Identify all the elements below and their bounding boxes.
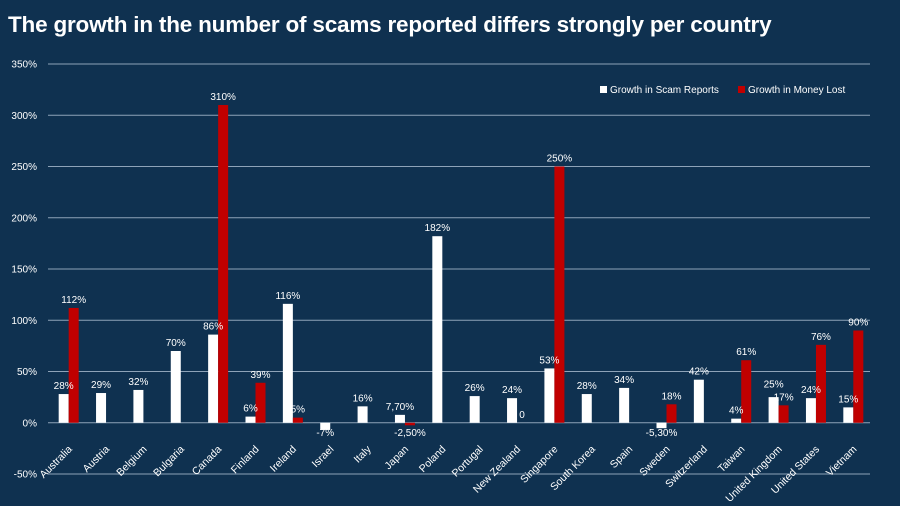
data-label: 90% xyxy=(848,318,868,329)
x-tick-label: Italy xyxy=(352,443,375,466)
data-label: -5,30% xyxy=(646,428,678,439)
y-tick-label: 250% xyxy=(11,162,37,173)
x-tick-label: Poland xyxy=(417,443,449,475)
data-label: 61% xyxy=(736,347,756,358)
y-tick-label: 350% xyxy=(11,60,37,71)
data-label: 86% xyxy=(203,322,223,333)
x-tick-label: Belgium xyxy=(114,443,149,478)
data-label: -7% xyxy=(316,428,334,439)
data-label: 17% xyxy=(774,392,794,403)
x-tick-label: Canada xyxy=(190,443,225,478)
y-tick-label: 0% xyxy=(23,418,38,429)
bar-scam-reports xyxy=(320,422,331,430)
data-label: 5% xyxy=(291,405,306,416)
bar-scam-reports xyxy=(58,394,69,423)
y-tick-label: 300% xyxy=(11,111,37,122)
bar-scam-reports xyxy=(394,414,405,423)
bar-money-lost xyxy=(741,360,752,423)
data-label: 29% xyxy=(91,380,111,391)
legend-swatch xyxy=(738,86,745,93)
y-tick-label: 50% xyxy=(17,367,37,378)
legend-swatch xyxy=(600,86,607,93)
data-label: 16% xyxy=(353,393,373,404)
x-tick-label: Spain xyxy=(608,443,636,471)
data-label: 24% xyxy=(801,385,821,396)
data-label: 70% xyxy=(166,338,186,349)
data-label: 7,70% xyxy=(386,402,414,413)
data-label: 250% xyxy=(547,154,573,165)
y-tick-label: -50% xyxy=(14,470,37,481)
x-tick-label: Australia xyxy=(37,443,74,480)
bar-money-lost xyxy=(255,382,266,423)
x-tick-label: Sweden xyxy=(637,443,672,478)
x-tick-label: Austria xyxy=(81,443,113,475)
bar-scam-reports xyxy=(619,387,630,423)
bar-scam-reports xyxy=(469,396,480,423)
data-label: 116% xyxy=(275,291,300,302)
bar-scam-reports xyxy=(133,389,144,423)
x-tick-label: Ireland xyxy=(268,443,299,474)
data-label: -2,50% xyxy=(394,428,426,439)
y-tick-label: 200% xyxy=(11,213,37,224)
legend-label: Growth in Scam Reports xyxy=(610,85,719,96)
data-label: 182% xyxy=(425,223,451,234)
data-label: 15% xyxy=(838,394,858,405)
bar-scam-reports xyxy=(96,393,107,423)
x-tick-label: Finland xyxy=(229,443,262,476)
bar-scam-reports xyxy=(432,236,443,423)
data-label: 39% xyxy=(250,370,270,381)
data-label: 28% xyxy=(577,381,597,392)
x-tick-label: Taiwan xyxy=(716,443,748,475)
bar-scam-reports xyxy=(768,397,779,423)
bar-money-lost xyxy=(404,422,415,426)
bar-scam-reports xyxy=(581,394,592,423)
y-tick-label: 150% xyxy=(11,265,37,276)
data-label: 42% xyxy=(689,367,709,378)
bar-money-lost xyxy=(666,404,677,423)
data-label: 18% xyxy=(661,391,681,402)
data-label: 25% xyxy=(764,379,784,390)
bar-scam-reports xyxy=(544,368,555,423)
x-tick-label: Japan xyxy=(382,443,411,472)
data-label: 76% xyxy=(811,332,831,343)
bar-scam-reports xyxy=(245,416,256,423)
bar-scam-reports xyxy=(805,398,816,423)
y-tick-label: 100% xyxy=(11,316,37,327)
data-label: 4% xyxy=(729,406,744,417)
bar-money-lost xyxy=(778,405,789,423)
bar-scam-reports xyxy=(208,334,219,423)
data-label: 34% xyxy=(614,375,634,386)
bar-scam-reports xyxy=(656,422,667,429)
data-label: 53% xyxy=(539,355,559,366)
bar-scam-reports xyxy=(843,407,854,423)
bar-scam-reports xyxy=(731,418,742,423)
data-label: 32% xyxy=(128,377,148,388)
data-label: 0 xyxy=(519,410,525,421)
bar-money-lost xyxy=(292,417,303,423)
data-label: 112% xyxy=(61,295,86,306)
bar-scam-reports xyxy=(357,406,368,423)
chart-title: The growth in the number of scams report… xyxy=(8,12,772,37)
data-label: 26% xyxy=(465,383,485,394)
x-tick-label: Israel xyxy=(310,443,337,470)
bar-scam-reports xyxy=(693,379,704,423)
data-label: 310% xyxy=(210,92,236,103)
bar-scam-reports xyxy=(170,351,181,423)
bar-money-lost xyxy=(815,344,826,423)
bar-money-lost xyxy=(68,307,79,423)
bar-money-lost xyxy=(218,105,229,423)
bar-scam-reports xyxy=(282,303,293,423)
data-label: 24% xyxy=(502,385,522,396)
data-label: 28% xyxy=(54,381,74,392)
legend-label: Growth in Money Lost xyxy=(748,85,845,96)
data-label: 6% xyxy=(243,404,258,415)
bar-money-lost xyxy=(554,166,565,423)
bar-money-lost xyxy=(853,330,864,423)
bar-scam-reports xyxy=(507,398,518,423)
